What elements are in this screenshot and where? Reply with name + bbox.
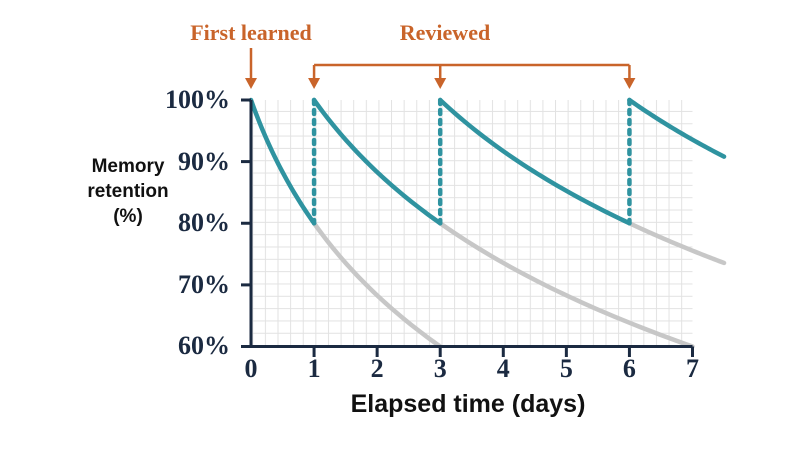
svg-text:retention: retention (87, 181, 168, 202)
svg-text:80%: 80% (178, 208, 230, 237)
svg-text:5: 5 (560, 354, 573, 383)
svg-text:(%): (%) (113, 206, 143, 227)
svg-text:100%: 100% (165, 85, 230, 114)
svg-text:7: 7 (686, 354, 699, 383)
svg-text:First learned: First learned (190, 20, 312, 45)
svg-text:Elapsed time (days): Elapsed time (days) (351, 390, 586, 418)
svg-text:70%: 70% (178, 270, 230, 299)
svg-text:4: 4 (497, 354, 510, 383)
svg-text:0: 0 (245, 354, 258, 383)
svg-text:Reviewed: Reviewed (400, 20, 490, 45)
svg-text:1: 1 (308, 354, 321, 383)
svg-text:Memory: Memory (92, 156, 165, 177)
svg-text:2: 2 (371, 354, 384, 383)
svg-text:60%: 60% (178, 331, 230, 360)
svg-text:3: 3 (434, 354, 447, 383)
svg-text:90%: 90% (178, 147, 230, 176)
svg-text:6: 6 (623, 354, 636, 383)
